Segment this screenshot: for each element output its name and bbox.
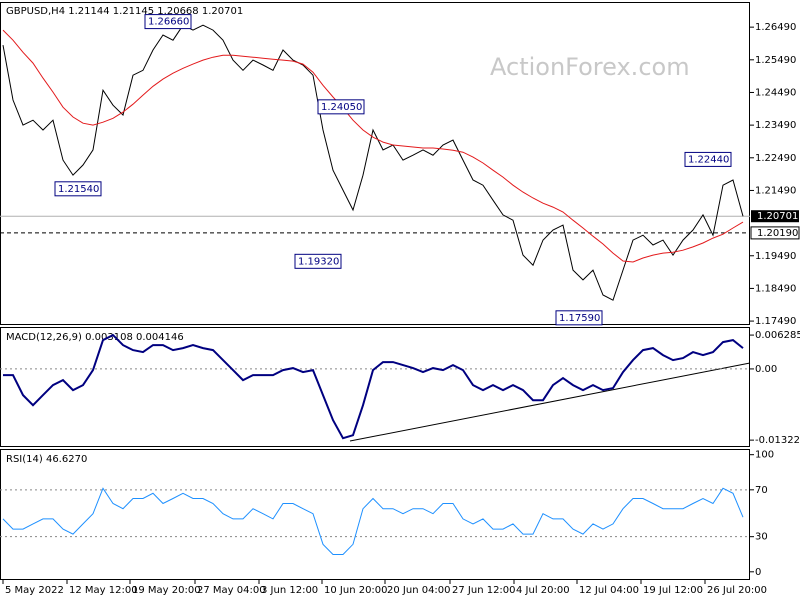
- price-annotation-box: [144, 14, 192, 30]
- y-tick-label: 0: [755, 567, 761, 578]
- y-tick-label: 1.23490: [755, 120, 796, 131]
- y-tick-label: 1.24490: [755, 87, 796, 98]
- current-price-label: 1.20701: [757, 211, 798, 222]
- x-tick-label: 3 Jun 12:00: [261, 585, 318, 596]
- price-annotation-label: 1.22440: [688, 154, 729, 165]
- y-tick-label: 30: [755, 532, 768, 543]
- price-annotation-box: [684, 151, 732, 167]
- price-annotation-box: [54, 181, 102, 197]
- level-price-box: [750, 226, 800, 240]
- x-tick-label: 19 May 20:00: [132, 585, 201, 596]
- current-price-box: [751, 210, 799, 223]
- series-line: [3, 333, 744, 440]
- trend-line: [349, 362, 751, 442]
- y-tick-label: 1.26490: [755, 22, 796, 33]
- series-line: [2, 29, 744, 263]
- x-tick-label: 27 Jun 12:00: [452, 585, 516, 596]
- x-tick-label: 12 Jul 04:00: [579, 585, 639, 596]
- y-tick-label: 1.17490: [755, 316, 796, 327]
- y-tick-label: -0.013223: [755, 435, 800, 446]
- price-annotation-label: 1.19320: [298, 256, 339, 267]
- price-annotation-label: 1.24050: [321, 102, 362, 113]
- y-tick-label: 1.22490: [755, 153, 796, 164]
- rsi-title: RSI(14) 46.6270: [6, 454, 87, 465]
- macd-title: MACD(12,26,9) 0.003108 0.004146: [6, 332, 184, 343]
- x-tick-label: 10 Jun 20:00: [324, 585, 388, 596]
- macd-panel: [0, 327, 750, 447]
- y-tick-label: 1.21490: [755, 185, 796, 196]
- y-tick-label: 70: [755, 485, 768, 496]
- y-tick-label: 1.19490: [755, 251, 796, 262]
- watermark: ActionForex.com: [490, 53, 690, 81]
- price-panel: [0, 2, 750, 325]
- x-tick-label: 19 Jul 12:00: [643, 585, 703, 596]
- series-line: [2, 24, 744, 301]
- price-annotation-label: 1.26660: [148, 17, 189, 28]
- price-annotation-box: [555, 310, 603, 326]
- rsi-panel: [0, 449, 750, 580]
- y-tick-label: 0.00: [755, 364, 777, 375]
- x-tick-label: 26 Jul 20:00: [707, 585, 767, 596]
- price-annotation-label: 1.17590: [559, 313, 600, 324]
- x-tick-label: 5 May 2022: [5, 585, 64, 596]
- price-annotation-label: 1.21540: [58, 184, 99, 195]
- y-tick-label: 100: [755, 450, 774, 461]
- x-tick-label: 20 Jun 04:00: [387, 585, 451, 596]
- y-tick-label: 0.006285: [755, 330, 800, 341]
- x-tick-label: 27 May 04:00: [197, 585, 266, 596]
- x-tick-label: 12 May 12:00: [69, 585, 138, 596]
- level-price-label: 1.20190: [757, 228, 798, 239]
- price-title: GBPUSD,H4 1.21144 1.21145 1.20668 1.2070…: [6, 6, 243, 17]
- price-annotation-box: [294, 253, 342, 269]
- y-tick-label: 1.25490: [755, 55, 796, 66]
- y-tick-label: 1.18490: [755, 283, 796, 294]
- series-line: [2, 487, 744, 555]
- price-annotation-box: [317, 99, 365, 115]
- x-tick-label: 4 Jul 20:00: [516, 585, 570, 596]
